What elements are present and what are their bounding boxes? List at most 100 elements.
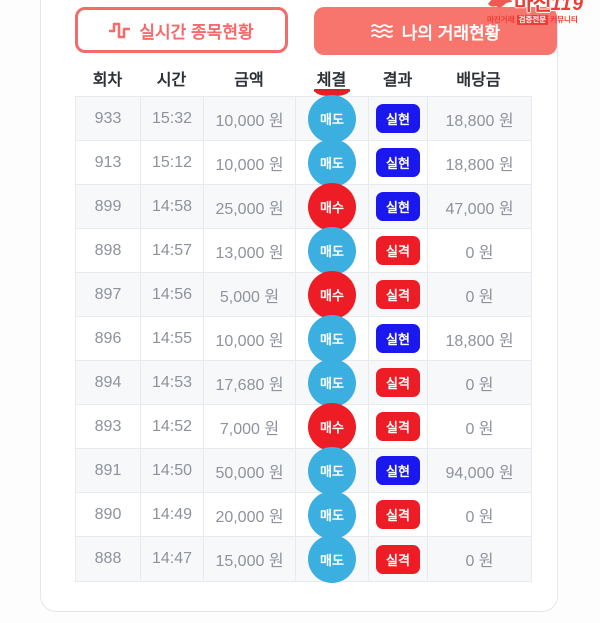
exec-cell: 매도 <box>296 535 369 583</box>
table-row: 899 14:58 25,000 원 매수 실현 47,000 원 <box>76 182 531 231</box>
site-watermark: 마진 119 마진거래 검증전문 커뮤니티 <box>487 0 600 25</box>
amount-cell: 13,000 원 <box>204 229 296 272</box>
amount-cell: 5,000 원 <box>204 273 296 316</box>
result-status-badge: 실현 <box>376 192 420 221</box>
activity-pulse-icon <box>109 21 131 39</box>
amount-cell: 10,000 원 <box>204 141 296 184</box>
exec-status-circle: 매도 <box>308 94 356 143</box>
header-time: 시간 <box>156 72 187 89</box>
table-row: 891 14:50 50,000 원 매도 실현 94,000 원 <box>76 446 531 495</box>
table-row: 898 14:57 13,000 원 매도 실격 0 원 <box>76 226 531 275</box>
round-cell: 894 <box>76 361 141 404</box>
amount-cell: 15,000 원 <box>204 537 296 581</box>
result-cell: 실격 <box>369 273 428 316</box>
waves-menu-icon <box>370 23 393 39</box>
time-cell: 14:53 <box>141 361 204 404</box>
payout-cell: 94,000 원 <box>445 464 514 482</box>
exec-cell: 매수 <box>296 402 369 451</box>
result-cell: 실현 <box>369 185 428 228</box>
result-status-badge: 실격 <box>376 280 420 309</box>
round-cell: 896 <box>76 317 141 360</box>
time-cell: 14:58 <box>141 185 204 228</box>
payout-cell: 0 원 <box>465 508 494 526</box>
payout-cell: 0 원 <box>465 420 494 438</box>
exec-status-circle: 매도 <box>308 314 356 363</box>
table-row: 897 14:56 5,000 원 매수 실격 0 원 <box>76 270 531 319</box>
exec-status-circle: 매도 <box>308 535 356 583</box>
round-cell: 933 <box>76 97 141 140</box>
result-cell: 실격 <box>369 229 428 272</box>
tab-realtime-label: 실시간 종목현황 <box>139 22 254 42</box>
time-cell: 14:49 <box>141 493 204 536</box>
header-amount: 금액 <box>234 72 264 89</box>
exec-cell: 매도 <box>296 138 369 187</box>
round-cell: 898 <box>76 229 141 272</box>
result-cell: 실현 <box>369 449 428 492</box>
amount-cell: 7,000 원 <box>204 405 296 448</box>
result-status-badge: 실격 <box>376 500 420 529</box>
exec-status-circle: 매수 <box>308 182 356 231</box>
result-cell: 실격 <box>369 493 428 536</box>
exec-cell: 매도 <box>296 226 369 275</box>
amount-cell: 10,000 원 <box>204 317 296 360</box>
tab-my-trades[interactable]: 나의 거래현황 <box>314 7 557 55</box>
exec-status-circle: 매도 <box>308 490 356 539</box>
exec-cell: 매도 <box>296 490 369 539</box>
exec-cell: 매도 <box>296 358 369 407</box>
round-cell: 897 <box>76 273 141 316</box>
table-row: 890 14:49 20,000 원 매도 실격 0 원 <box>76 490 531 539</box>
table-row: 896 14:55 10,000 원 매도 실현 18,800 원 <box>76 314 531 363</box>
result-cell: 실현 <box>369 97 428 140</box>
round-cell: 891 <box>76 449 141 492</box>
watermark-subtitle: 마진거래 검증전문 커뮤니티 <box>487 15 578 25</box>
result-cell: 실격 <box>369 361 428 404</box>
amount-cell: 20,000 원 <box>204 493 296 536</box>
payout-cell: 0 원 <box>465 288 494 306</box>
exec-status-circle: 매도 <box>308 446 356 495</box>
tab-realtime-stocks[interactable]: 실시간 종목현황 <box>75 7 288 53</box>
result-status-badge: 실현 <box>376 456 420 485</box>
table-row: 913 15:12 10,000 원 매도 실현 18,800 원 <box>76 138 531 187</box>
round-cell: 893 <box>76 405 141 448</box>
trade-table: 회차 시간 금액 체결 결과 배당금 933 15:32 10,000 원 매도… <box>75 60 532 583</box>
time-cell: 14:47 <box>141 537 204 581</box>
amount-cell: 17,680 원 <box>204 361 296 404</box>
table-body: 933 15:32 10,000 원 매도 실현 18,800 원 913 15… <box>75 94 532 583</box>
payout-cell: 47,000 원 <box>445 200 514 218</box>
active-header-underline <box>313 89 350 92</box>
result-status-badge: 실격 <box>376 368 420 397</box>
table-row: 888 14:47 15,000 원 매도 실격 0 원 <box>76 535 531 583</box>
payout-cell: 18,800 원 <box>445 332 514 350</box>
round-cell: 899 <box>76 185 141 228</box>
round-cell: 913 <box>76 141 141 184</box>
exec-status-circle: 매수 <box>308 270 356 319</box>
time-cell: 14:50 <box>141 449 204 492</box>
header-result: 결과 <box>382 72 413 89</box>
result-status-badge: 실현 <box>376 104 420 133</box>
time-cell: 14:56 <box>141 273 204 316</box>
result-cell: 실현 <box>369 317 428 360</box>
payout-cell: 0 원 <box>465 553 494 570</box>
exec-cell: 매도 <box>296 446 369 495</box>
time-cell: 15:12 <box>141 141 204 184</box>
exec-cell: 매도 <box>296 314 369 363</box>
result-status-badge: 실현 <box>376 324 420 353</box>
exec-cell: 매수 <box>296 270 369 319</box>
result-cell: 실현 <box>369 141 428 184</box>
round-cell: 890 <box>76 493 141 536</box>
result-status-badge: 실격 <box>376 236 420 265</box>
amount-cell: 25,000 원 <box>204 185 296 228</box>
table-row: 894 14:53 17,680 원 매도 실격 0 원 <box>76 358 531 407</box>
result-cell: 실격 <box>369 537 428 581</box>
header-exec: 체결 <box>295 66 368 92</box>
exec-cell: 매수 <box>296 182 369 231</box>
result-status-badge: 실현 <box>376 148 420 177</box>
table-header-row: 회차 시간 금액 체결 결과 배당금 <box>75 60 532 96</box>
result-status-badge: 실격 <box>376 544 420 574</box>
time-cell: 14:55 <box>141 317 204 360</box>
result-status-badge: 실격 <box>376 412 420 441</box>
exec-status-circle: 매도 <box>308 138 356 187</box>
time-cell: 14:52 <box>141 405 204 448</box>
watermark-title: 마진 <box>514 0 552 15</box>
payout-cell: 18,800 원 <box>445 156 514 174</box>
